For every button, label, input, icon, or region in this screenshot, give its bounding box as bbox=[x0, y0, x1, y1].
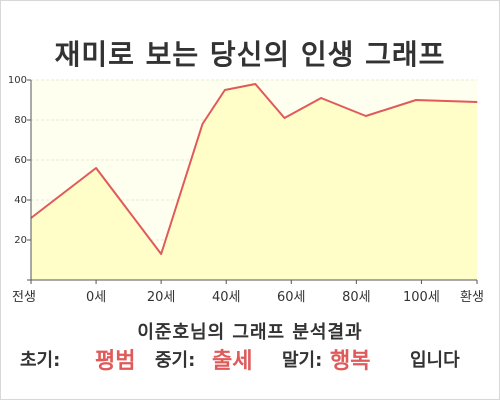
late-label: 말기: bbox=[282, 350, 323, 371]
data-point bbox=[201, 123, 204, 125]
mid-value: 출세 bbox=[212, 349, 253, 374]
x-tick-label: 80세 bbox=[342, 290, 371, 305]
early-label: 초기: bbox=[20, 350, 61, 371]
y-tick-label-20: 20 bbox=[14, 235, 27, 246]
data-point bbox=[283, 117, 286, 119]
data-point bbox=[95, 167, 97, 169]
mid-label: 중기: bbox=[155, 350, 196, 371]
data-point bbox=[320, 97, 322, 99]
data-point bbox=[365, 115, 367, 117]
data-point bbox=[415, 99, 417, 101]
data-point bbox=[160, 253, 162, 255]
y-tick-label-60: 60 bbox=[14, 155, 27, 166]
x-tick-label: 0세 bbox=[86, 290, 106, 305]
x-tick-label: 40세 bbox=[212, 290, 241, 305]
x-tick-label: 20세 bbox=[147, 290, 176, 305]
y-tick-label-40: 40 bbox=[14, 195, 27, 206]
y-tick-label-80: 80 bbox=[14, 115, 27, 126]
x-tick-label: 환생 bbox=[460, 290, 484, 305]
y-tick-label-100: 100 bbox=[8, 75, 27, 86]
early-value: 평범 bbox=[95, 349, 136, 374]
x-tick-label: 60세 bbox=[277, 290, 306, 305]
analysis-caption: 이준호님의 그래프 분석결과 bbox=[137, 322, 363, 343]
data-point bbox=[224, 89, 226, 91]
data-point bbox=[254, 83, 256, 85]
late-value: 행복 bbox=[330, 349, 371, 374]
closing-text: 입니다 bbox=[410, 350, 460, 371]
x-tick-label: 100세 bbox=[403, 290, 440, 305]
data-point bbox=[476, 101, 478, 103]
chart-title: 재미로 보는 당신의 인생 그래프 bbox=[54, 38, 446, 71]
x-tick-label: 전생 bbox=[12, 290, 36, 305]
